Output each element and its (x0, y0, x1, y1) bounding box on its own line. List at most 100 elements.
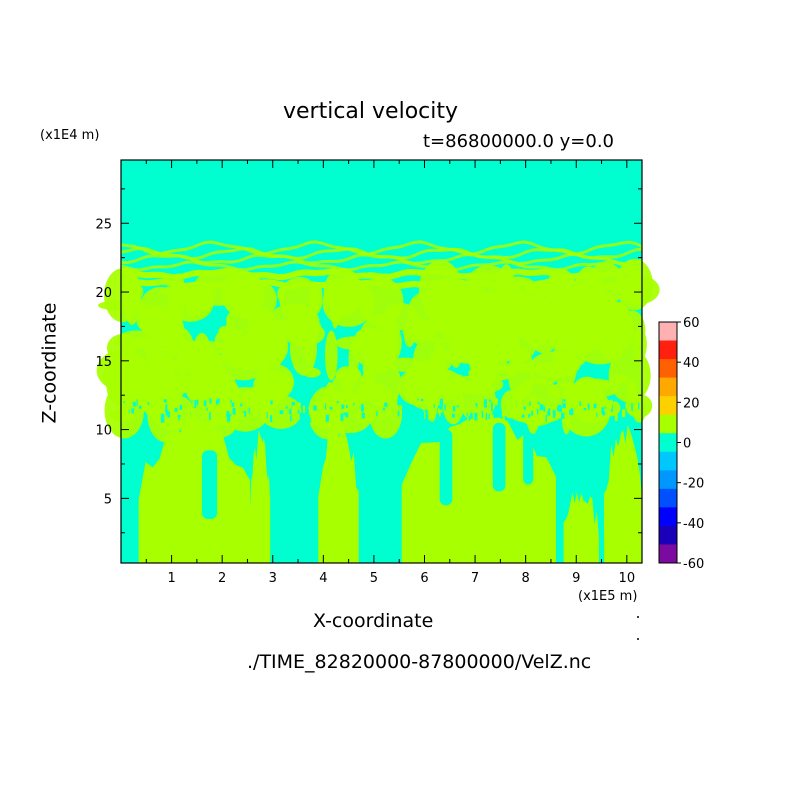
noise-band (552, 410, 556, 418)
noise-band (455, 399, 459, 406)
noise-band (218, 407, 221, 414)
updraft-plume (604, 425, 642, 563)
noise-band (428, 415, 431, 421)
noise-band (452, 405, 456, 412)
noise-band (545, 414, 547, 423)
noise-band (570, 408, 574, 415)
updraft-plume (563, 492, 600, 563)
noise-band (177, 415, 181, 418)
noise-band (343, 412, 345, 416)
noise-band (601, 401, 603, 406)
turbulent-patch (121, 337, 161, 377)
turbulent-patch (277, 286, 286, 302)
noise-band (297, 409, 300, 414)
noise-band (451, 413, 455, 418)
noise-band (525, 415, 527, 419)
file-path-label: ./TIME_82820000-87800000/VelZ.nc (247, 651, 592, 673)
turbulent-patch (193, 332, 211, 368)
noise-band (378, 400, 382, 405)
noise-band (165, 404, 168, 413)
noise-band (559, 410, 562, 415)
noise-band (362, 405, 364, 411)
noise-band (275, 401, 278, 406)
noise-band (312, 406, 314, 414)
x-tick-label: 5 (370, 571, 378, 586)
noise-band (206, 403, 208, 408)
noise-band (360, 398, 364, 404)
x-tick-label: 2 (218, 571, 226, 586)
noise-band (433, 404, 435, 408)
noise-band (270, 415, 273, 423)
turbulent-patch (627, 379, 637, 399)
noise-band (376, 411, 378, 417)
noise-band (167, 411, 171, 418)
turbulent-patch (185, 290, 204, 317)
turbulent-patch (389, 357, 421, 372)
noise-band (400, 408, 404, 412)
turbulent-patch (491, 282, 519, 330)
noise-band (381, 409, 384, 412)
noise-band (485, 413, 488, 420)
noise-band (324, 403, 327, 410)
noise-band (596, 412, 598, 417)
noise-band (162, 403, 165, 407)
wave-band (121, 267, 642, 281)
chart-subtitle: t=86800000.0 y=0.0 (423, 131, 615, 152)
noise-band (263, 402, 265, 409)
noise-band (440, 409, 443, 413)
turbulent-patch (498, 323, 550, 334)
noise-band (136, 399, 138, 407)
noise-band (285, 406, 288, 409)
colorbar-segment (659, 414, 677, 434)
turbulent-patch (562, 385, 591, 412)
noise-band (196, 399, 199, 406)
noise-band (325, 414, 329, 422)
turbulent-patch (562, 348, 587, 367)
y-scale-label: (x1E4 m) (40, 128, 100, 143)
y-tick-label: 10 (95, 424, 112, 439)
downdraft-gap (201, 450, 218, 519)
noise-band (420, 398, 424, 402)
noise-band (609, 404, 612, 410)
turbulent-patch (466, 286, 475, 332)
noise-band (562, 403, 566, 409)
colorbar-tick-label: -60 (683, 557, 704, 572)
noise-band (399, 405, 402, 413)
noise-band (240, 403, 243, 407)
noise-band (353, 412, 355, 417)
turbulent-patch (442, 383, 464, 425)
turbulent-patch (411, 325, 427, 340)
noise-band (203, 400, 207, 407)
noise-band (474, 412, 478, 421)
noise-band (142, 400, 146, 406)
noise-band (545, 408, 548, 416)
noise-band (543, 411, 547, 419)
noise-band (372, 414, 374, 422)
noise-band (507, 414, 510, 418)
noise-band (210, 398, 214, 407)
noise-band (302, 405, 306, 414)
noise-band (468, 415, 471, 421)
noise-band (579, 401, 581, 407)
noise-band (357, 402, 360, 406)
noise-band (585, 410, 588, 413)
turbulent-patch (411, 364, 438, 404)
noise-band (543, 406, 546, 413)
noise-band (304, 405, 306, 409)
noise-band (521, 414, 525, 418)
noise-band (226, 412, 229, 417)
noise-band (217, 398, 220, 404)
noise-band (540, 398, 543, 402)
noise-band (121, 406, 123, 412)
noise-band (163, 399, 167, 403)
colorbar-segment (659, 359, 677, 379)
noise-band (254, 407, 258, 416)
turbulent-patch (104, 382, 145, 439)
noise-band (340, 413, 344, 421)
turbulent-patch (600, 302, 634, 354)
noise-band (474, 408, 478, 415)
downdraft-gap (523, 429, 534, 485)
noise-band (569, 406, 571, 410)
noise-band (322, 403, 326, 410)
colorbar-segment (659, 433, 677, 453)
